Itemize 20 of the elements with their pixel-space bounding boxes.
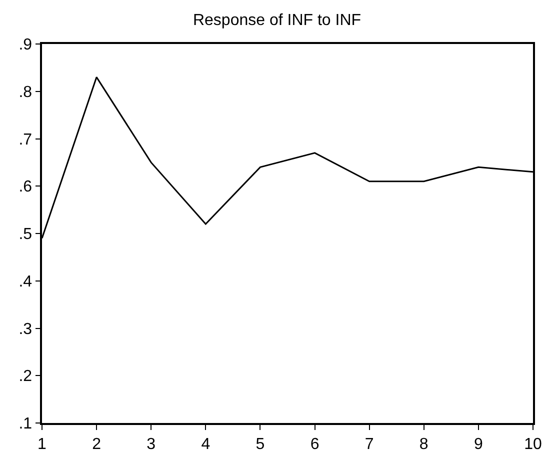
y-tick-label: .3 xyxy=(18,320,32,338)
x-tick-label: 3 xyxy=(146,436,156,453)
x-tick-label: 5 xyxy=(256,436,265,453)
x-tick-label: 9 xyxy=(474,436,483,453)
y-tick-label: .6 xyxy=(18,178,32,196)
x-tick-label: 1 xyxy=(38,436,47,453)
y-tick-label: .4 xyxy=(18,273,32,290)
x-tick-label: 2 xyxy=(92,436,102,453)
chart-title: Response of INF to INF xyxy=(192,12,362,30)
x-tick-label: 8 xyxy=(419,436,428,453)
y-tick-label: .9 xyxy=(18,36,32,54)
y-tick-label: .7 xyxy=(18,131,32,148)
x-tick-label: 10 xyxy=(524,436,542,453)
x-tick-label: 4 xyxy=(201,436,210,453)
y-tick-label: .2 xyxy=(18,368,32,386)
y-tick-label: .5 xyxy=(18,226,32,244)
x-tick-label: 7 xyxy=(364,436,374,453)
y-tick-label: .1 xyxy=(18,416,32,433)
x-tick-label: 6 xyxy=(310,436,320,453)
y-tick-label: .8 xyxy=(18,84,32,101)
